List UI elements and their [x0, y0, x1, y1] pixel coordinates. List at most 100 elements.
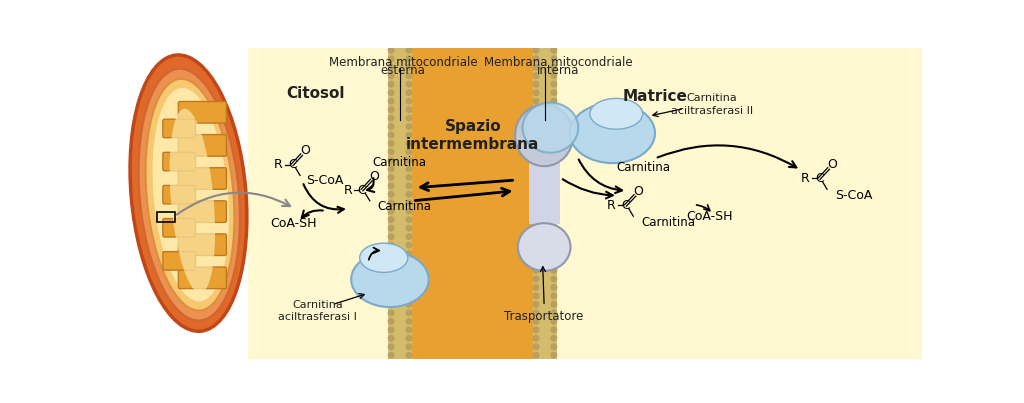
FancyBboxPatch shape [178, 102, 226, 123]
Circle shape [550, 335, 557, 342]
Circle shape [532, 98, 540, 104]
Circle shape [550, 106, 557, 113]
Circle shape [532, 225, 540, 232]
Circle shape [388, 174, 394, 181]
Circle shape [532, 55, 540, 62]
FancyBboxPatch shape [163, 185, 196, 204]
Circle shape [388, 310, 394, 316]
FancyArrowPatch shape [415, 188, 510, 201]
Circle shape [532, 343, 540, 350]
Circle shape [550, 174, 557, 181]
FancyArrowPatch shape [657, 145, 797, 167]
Circle shape [550, 326, 557, 333]
Circle shape [406, 199, 413, 206]
Ellipse shape [138, 69, 240, 320]
Circle shape [388, 64, 394, 71]
FancyBboxPatch shape [178, 135, 226, 156]
Text: R: R [607, 199, 616, 212]
Circle shape [406, 81, 413, 87]
Ellipse shape [130, 55, 247, 331]
Circle shape [550, 55, 557, 62]
Circle shape [532, 47, 540, 54]
FancyBboxPatch shape [163, 152, 196, 171]
Circle shape [406, 98, 413, 104]
Circle shape [550, 131, 557, 139]
Circle shape [388, 284, 394, 291]
Circle shape [532, 335, 540, 342]
Circle shape [388, 233, 394, 240]
FancyArrowPatch shape [579, 160, 622, 193]
Text: O: O [826, 158, 837, 171]
Circle shape [532, 131, 540, 139]
Circle shape [406, 343, 413, 350]
Text: Spazio
intermembrana: Spazio intermembrana [407, 118, 540, 152]
Circle shape [532, 182, 540, 189]
FancyBboxPatch shape [178, 168, 226, 189]
Ellipse shape [153, 88, 229, 301]
Circle shape [388, 123, 394, 130]
Text: C: C [288, 158, 297, 171]
Text: O: O [300, 144, 309, 157]
Circle shape [550, 199, 557, 206]
Circle shape [406, 148, 413, 156]
Circle shape [532, 174, 540, 181]
Circle shape [388, 259, 394, 266]
Circle shape [406, 326, 413, 333]
Circle shape [406, 47, 413, 54]
Bar [248, 48, 388, 359]
Circle shape [550, 157, 557, 164]
Circle shape [550, 276, 557, 283]
Text: Carnitina: Carnitina [616, 161, 671, 174]
Circle shape [406, 293, 413, 299]
Circle shape [406, 114, 413, 122]
Circle shape [550, 318, 557, 325]
Text: Membrana mitocondriale: Membrana mitocondriale [329, 56, 477, 69]
Circle shape [550, 352, 557, 359]
Circle shape [532, 208, 540, 215]
Circle shape [532, 242, 540, 249]
Circle shape [550, 191, 557, 198]
Text: R: R [344, 183, 352, 197]
Text: Carnitina
aciltrasferasi II: Carnitina aciltrasferasi II [671, 93, 753, 116]
Circle shape [406, 208, 413, 215]
Bar [158, 212, 174, 222]
FancyArrowPatch shape [177, 193, 290, 214]
Circle shape [532, 191, 540, 198]
Ellipse shape [515, 104, 573, 166]
Circle shape [406, 250, 413, 257]
Text: CoA-SH: CoA-SH [686, 210, 732, 223]
Circle shape [550, 123, 557, 130]
FancyBboxPatch shape [178, 201, 226, 222]
Circle shape [532, 157, 540, 164]
Circle shape [532, 140, 540, 147]
Circle shape [388, 89, 394, 96]
Circle shape [406, 233, 413, 240]
Circle shape [388, 225, 394, 232]
Circle shape [406, 64, 413, 71]
Text: esterna: esterna [381, 64, 426, 77]
Circle shape [388, 148, 394, 156]
Circle shape [388, 318, 394, 325]
Circle shape [388, 55, 394, 62]
Circle shape [388, 326, 394, 333]
Circle shape [406, 225, 413, 232]
Circle shape [532, 114, 540, 122]
FancyBboxPatch shape [178, 234, 226, 256]
Circle shape [550, 310, 557, 316]
Circle shape [406, 259, 413, 266]
Ellipse shape [170, 109, 215, 293]
Circle shape [406, 310, 413, 316]
FancyArrowPatch shape [367, 178, 375, 192]
Text: Carnitina
aciltrasferasi I: Carnitina aciltrasferasi I [279, 300, 357, 322]
Ellipse shape [145, 79, 234, 311]
Circle shape [532, 199, 540, 206]
Circle shape [532, 233, 540, 240]
Text: R: R [274, 158, 283, 171]
FancyArrowPatch shape [303, 184, 344, 213]
Circle shape [388, 301, 394, 308]
Circle shape [388, 250, 394, 257]
Circle shape [406, 335, 413, 342]
Text: R: R [801, 172, 810, 185]
Circle shape [550, 165, 557, 172]
Circle shape [550, 148, 557, 156]
